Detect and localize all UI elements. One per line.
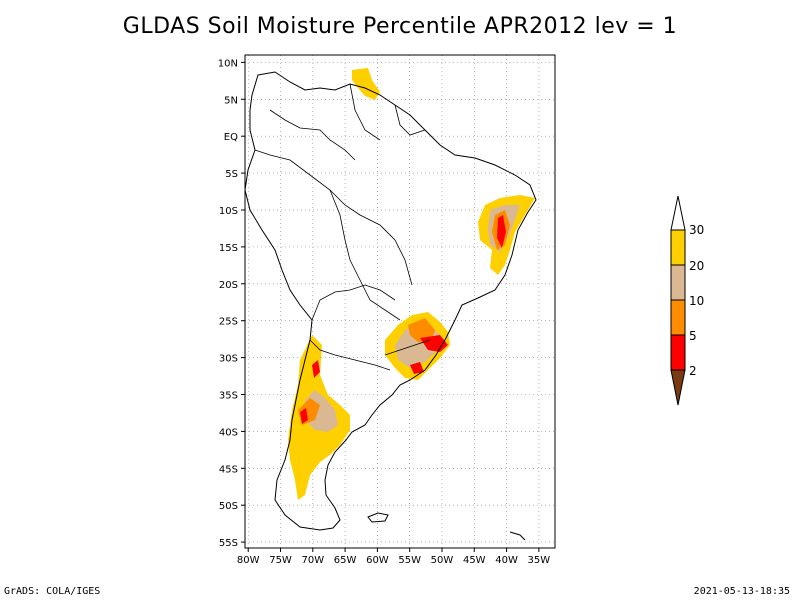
lat-tick-label: EQ	[224, 132, 238, 143]
lon-tick-label: 75W	[269, 555, 292, 566]
colorbar-swatch-10-20	[670, 264, 686, 301]
colorbar-arrow-top	[670, 195, 686, 231]
colorbar-swatch-2-5	[670, 334, 686, 371]
lon-tick-label: 65W	[334, 555, 357, 566]
lat-tick-label: 10N	[218, 58, 238, 69]
lon-tick-label: 45W	[463, 555, 486, 566]
lon-tick-label: 50W	[431, 555, 454, 566]
falkland-islands	[367, 512, 389, 523]
lon-tick-label: 35W	[528, 555, 551, 566]
country-borders	[254, 83, 431, 371]
lon-tick-label: 40W	[495, 555, 518, 566]
lat-tick-label: 5N	[224, 95, 238, 106]
footer-timestamp: 2021-05-13-18:35	[693, 586, 790, 597]
shade-south-red	[420, 335, 448, 352]
latitude-ticks: 10N 5N EQ 5S 10S 15S 20S 25S 30S 35S 40S 45S 50S 55S	[218, 58, 245, 549]
shade-bahia-red	[497, 215, 506, 248]
south-georgia	[509, 531, 526, 541]
colorbar-label-20: 20	[689, 259, 704, 273]
shade-andes-red-2	[300, 408, 308, 424]
shade-andes-red	[312, 360, 320, 378]
lat-tick-label: 55S	[219, 538, 238, 549]
lat-tick-label: 10S	[219, 206, 238, 217]
colorbar-label-10: 10	[689, 294, 704, 308]
map-frame	[244, 54, 556, 549]
lat-tick-label: 15S	[219, 243, 238, 254]
colorbar-swatch-20-30	[670, 229, 686, 266]
south-america-coastline	[244, 71, 537, 531]
lat-tick-label: 5S	[225, 169, 238, 180]
lon-tick-label: 60W	[366, 555, 389, 566]
colorbar-label-2: 2	[689, 364, 697, 378]
lon-tick-label: 80W	[237, 555, 260, 566]
shade-south-red-2	[410, 362, 424, 374]
lat-tick-label: 25S	[219, 317, 238, 328]
colorbar-label-5: 5	[689, 329, 697, 343]
percentile-shading	[288, 68, 535, 500]
lat-tick-label: 50S	[219, 501, 238, 512]
colorbar-arrow-bottom	[670, 369, 686, 406]
lon-tick-label: 55W	[398, 555, 421, 566]
map-title: GLDAS Soil Moisture Percentile APR2012 l…	[122, 14, 678, 39]
footer-credit: GrADS: COLA/IGES	[4, 586, 101, 597]
lon-tick-label: 70W	[302, 555, 325, 566]
map-panel: 80W 75W 70W 65W 60W 55W 50W 45W 40W 35W 10N 5N EQ 5S…	[218, 54, 556, 566]
longitude-ticks: 80W 75W 70W 65W 60W 55W 50W 45W 40W 35W	[237, 548, 550, 566]
lat-tick-label: 45S	[219, 464, 238, 475]
colorbar-swatch-5-10	[670, 299, 686, 336]
lat-tick-label: 40S	[219, 427, 238, 438]
colorbar-label-30: 30	[689, 223, 704, 237]
lat-tick-label: 30S	[219, 354, 238, 365]
colorbar: 30 20 10 5 2	[670, 195, 704, 406]
lat-tick-label: 20S	[219, 280, 238, 291]
lat-tick-label: 35S	[219, 390, 238, 401]
